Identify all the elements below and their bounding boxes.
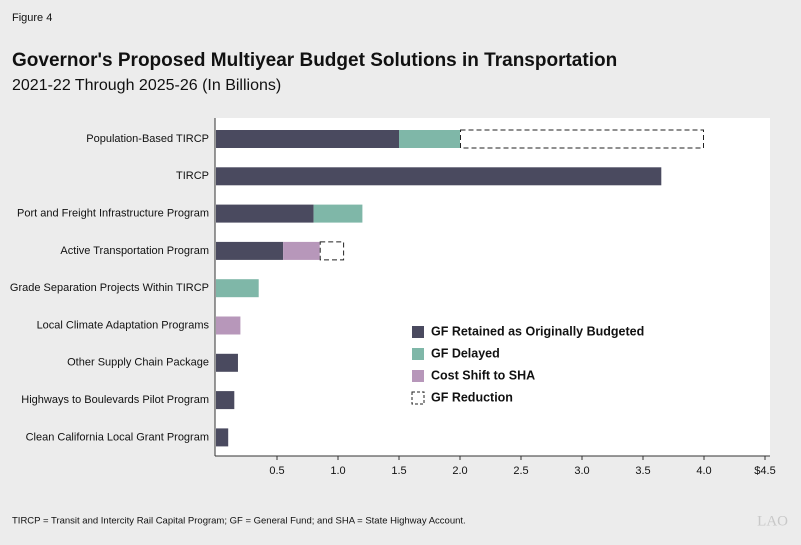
x-tick-label: 0.5 <box>269 465 284 477</box>
legend-label: Cost Shift to SHA <box>431 368 535 382</box>
category-label: Other Supply Chain Package <box>67 357 209 369</box>
category-label: Highways to Boulevards Pilot Program <box>21 394 209 406</box>
figure-label: Figure 4 <box>12 12 52 24</box>
bar-segment <box>216 241 284 260</box>
category-label: Population-Based TIRCP <box>86 133 209 145</box>
legend-label: GF Delayed <box>431 346 500 360</box>
x-tick-label: $4.5 <box>754 465 775 477</box>
bar-segment <box>460 129 704 149</box>
category-label: Grade Separation Projects Within TIRCP <box>10 282 209 294</box>
x-tick-label: 3.0 <box>574 465 589 477</box>
chart-title: Governor's Proposed Multiyear Budget Sol… <box>12 50 617 71</box>
chart-subtitle: 2021-22 Through 2025-26 (In Billions) <box>12 77 281 94</box>
x-tick-label: 4.0 <box>696 465 711 477</box>
legend-swatch <box>412 348 424 360</box>
footnote: TIRCP = Transit and Intercity Rail Capit… <box>12 516 466 527</box>
legend-label: GF Reduction <box>431 390 513 404</box>
x-tick-label: 3.5 <box>635 465 650 477</box>
legend-swatch <box>412 326 424 338</box>
bar-segment <box>216 316 241 335</box>
bar-segment <box>216 353 238 372</box>
bar-segment <box>399 130 460 148</box>
x-tick-label: 2.5 <box>513 465 528 477</box>
bar-segment <box>216 204 314 223</box>
bar-segment <box>216 167 662 186</box>
bar-segment <box>216 391 235 410</box>
category-label: Clean California Local Grant Program <box>26 431 209 443</box>
bar-segment <box>313 204 363 223</box>
x-tick-label: 1.5 <box>391 465 406 477</box>
x-tick-label: 1.0 <box>330 465 345 477</box>
logo: LAO <box>757 513 788 529</box>
bar-segment <box>216 428 229 447</box>
category-label: Active Transportation Program <box>60 245 209 257</box>
category-label: Port and Freight Infrastructure Program <box>17 208 209 220</box>
x-tick-label: 2.0 <box>452 465 467 477</box>
bar-segment <box>319 241 345 261</box>
bar-segment <box>216 130 399 148</box>
category-label: Local Climate Adaptation Programs <box>37 319 210 331</box>
legend-swatch <box>412 370 424 382</box>
legend-label: GF Retained as Originally Budgeted <box>431 324 644 338</box>
category-label: TIRCP <box>176 170 209 182</box>
bar-segment <box>283 241 320 260</box>
bar-segment <box>216 279 259 298</box>
legend-swatch <box>411 391 425 405</box>
